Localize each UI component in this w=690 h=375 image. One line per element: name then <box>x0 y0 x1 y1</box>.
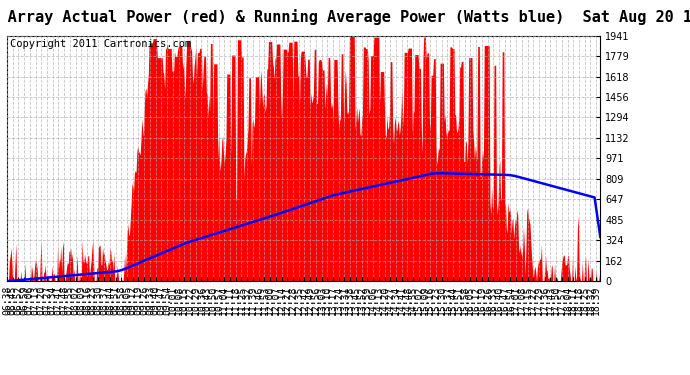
Text: West Array Actual Power (red) & Running Average Power (Watts blue)  Sat Aug 20 1: West Array Actual Power (red) & Running … <box>0 9 690 26</box>
Text: Copyright 2011 Cartronics.com: Copyright 2011 Cartronics.com <box>10 39 191 49</box>
